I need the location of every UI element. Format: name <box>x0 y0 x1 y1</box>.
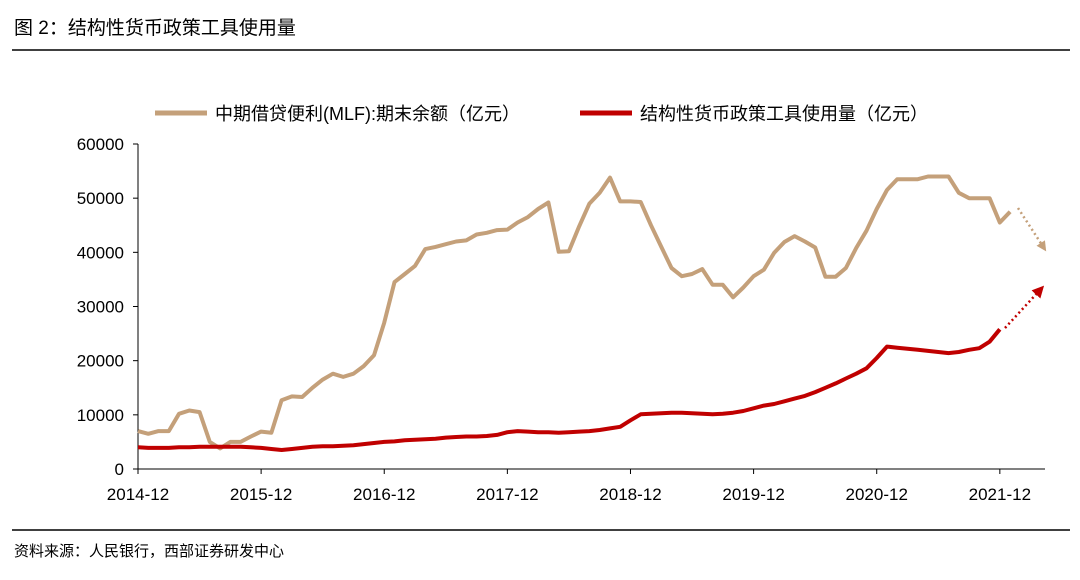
legend-label: 中期借贷便利(MLF):期末余额（亿元） <box>215 104 520 124</box>
series-line <box>137 328 1002 452</box>
chart-title: 图 2：结构性货币政策工具使用量 <box>14 17 296 39</box>
legend-label: 结构性货币政策工具使用量（亿元） <box>640 104 928 124</box>
y-tick-label: 0 <box>115 460 124 479</box>
y-tick-label: 50000 <box>77 189 124 208</box>
x-tick-label: 2020-12 <box>846 485 908 504</box>
x-tick-label: 2014-12 <box>107 485 169 504</box>
y-tick-label: 40000 <box>77 243 124 262</box>
x-tick-label: 2019-12 <box>722 485 784 504</box>
trend-arrow <box>1004 285 1045 329</box>
x-tick-label: 2015-12 <box>230 485 292 504</box>
series-line <box>137 174 1012 451</box>
trend-arrow <box>1016 207 1047 252</box>
y-tick-label: 10000 <box>77 406 124 425</box>
y-tick-label: 30000 <box>77 298 124 317</box>
y-tick-label: 20000 <box>77 352 124 371</box>
x-tick-label: 2021-12 <box>969 485 1031 504</box>
source-note: 资料来源：人民银行，西部证券研发中心 <box>14 543 284 560</box>
x-tick-label: 2018-12 <box>599 485 661 504</box>
x-tick-label: 2017-12 <box>476 485 538 504</box>
x-tick-label: 2016-12 <box>353 485 415 504</box>
y-tick-label: 60000 <box>77 135 124 154</box>
